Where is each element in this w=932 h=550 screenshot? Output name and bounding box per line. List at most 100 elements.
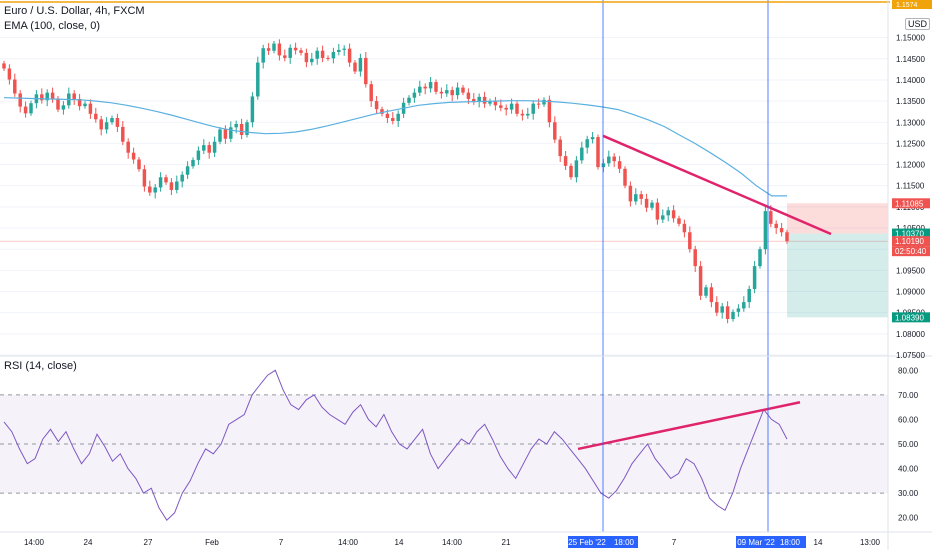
candle-body — [40, 94, 44, 101]
candle-body — [148, 186, 152, 193]
candle-body — [137, 159, 141, 170]
candle-body — [110, 118, 114, 123]
candle-body — [509, 103, 514, 110]
top-price-flag — [892, 0, 932, 9]
ema-indicator-label[interactable]: EMA (100, close, 0) — [4, 20, 100, 32]
rsi-tick-label: 20.00 — [898, 514, 919, 523]
price-marker-label: 1.10370 — [895, 230, 924, 239]
candle-body — [229, 127, 233, 139]
rsi-indicator-label[interactable]: RSI (14, close) — [4, 360, 77, 372]
candle-body — [477, 96, 481, 102]
time-highlight-right-time: 18:00 — [780, 538, 801, 547]
candle-body — [29, 103, 33, 114]
price-tick-label: 1.10500 — [896, 224, 925, 233]
candle-body — [558, 139, 562, 157]
candle-body — [601, 163, 606, 168]
candle-body — [77, 98, 82, 107]
time-highlight-right-date: 09 Mar '22 — [737, 538, 775, 547]
candle-body — [585, 139, 589, 148]
price-tick-label: 1.09000 — [896, 288, 925, 297]
price-tick-label: 1.07500 — [896, 351, 925, 360]
symbol-title[interactable]: Euro / U.S. Dollar, 4h, FXCM — [4, 5, 145, 17]
candle-body — [2, 63, 6, 69]
ema-line — [3, 97, 787, 197]
candle-body — [617, 161, 622, 169]
candle-body — [763, 211, 768, 250]
time-highlight-left-date: 25 Feb '22 — [568, 538, 606, 547]
rsi-tick-label: 60.00 — [898, 415, 919, 424]
candle-body — [347, 48, 352, 63]
candle-body — [769, 211, 773, 224]
time-tick-label: 14 — [395, 538, 404, 547]
candle-body — [18, 93, 22, 107]
candle-body — [266, 48, 271, 51]
candle-body — [396, 113, 400, 121]
candle-body — [634, 194, 638, 202]
candle-body — [671, 210, 676, 219]
candle-body — [785, 232, 789, 242]
trendlines[interactable] — [577, 134, 832, 451]
time-tick-label: 7 — [279, 538, 284, 547]
candle-body — [337, 49, 341, 53]
candle-body — [293, 47, 298, 51]
candlestick-series — [2, 39, 789, 324]
candle-body — [50, 92, 55, 99]
candle-body — [758, 249, 762, 267]
candle-body — [526, 113, 530, 116]
candle-body — [191, 159, 195, 167]
candle-body — [774, 223, 778, 229]
candle-body — [272, 43, 276, 51]
candle-body — [661, 215, 665, 220]
candle-body — [369, 84, 373, 102]
ema-polyline — [3, 97, 787, 197]
candle-body — [639, 194, 643, 199]
candle-body — [531, 103, 535, 114]
candle-body — [310, 58, 314, 63]
price-tick-label: 1.12500 — [896, 139, 925, 148]
candle-body — [493, 101, 498, 106]
candle-body — [45, 92, 49, 101]
candle-body — [407, 97, 411, 103]
candle-body — [207, 145, 211, 153]
candle-body — [547, 99, 552, 123]
candle-body — [196, 150, 201, 160]
position-tool[interactable] — [787, 203, 888, 318]
candle-body — [720, 306, 724, 313]
candle-body — [277, 43, 282, 56]
time-tick-label: 13:00 — [860, 538, 881, 547]
price-marker-tag — [892, 236, 930, 247]
candle-body — [655, 202, 660, 220]
candle-body — [563, 156, 568, 166]
time-tick-label: 14:00 — [24, 538, 45, 547]
take-profit-zone — [787, 233, 888, 318]
candle-body — [385, 113, 390, 119]
candle-body — [320, 50, 325, 58]
candle-body — [142, 169, 147, 187]
candle-body — [482, 96, 487, 104]
time-tick-label: 14:00 — [442, 538, 463, 547]
candle-body — [169, 182, 174, 190]
price-marker-tag — [892, 228, 930, 239]
candle-body — [202, 145, 206, 151]
time-tick-label: 27 — [144, 538, 153, 547]
candle-body — [445, 90, 449, 94]
candle-body — [315, 50, 319, 59]
candle-body — [747, 288, 751, 303]
candle-body — [650, 202, 654, 208]
rsi-tick-label: 40.00 — [898, 465, 919, 474]
rsi-tick-label: 80.00 — [898, 366, 919, 375]
time-tick-label: 21 — [502, 538, 511, 547]
vertical-markers[interactable] — [602, 0, 769, 532]
currency-badge[interactable]: USD — [904, 18, 930, 30]
candle-body — [428, 82, 433, 89]
candle-body — [13, 79, 17, 94]
candle-body — [72, 93, 76, 99]
candle-body — [569, 165, 573, 178]
price-marker-tag — [892, 246, 930, 257]
candle-body — [536, 103, 541, 105]
price-tick-label: 1.13000 — [896, 118, 925, 127]
candle-body — [612, 156, 616, 162]
candle-body — [434, 82, 438, 92]
